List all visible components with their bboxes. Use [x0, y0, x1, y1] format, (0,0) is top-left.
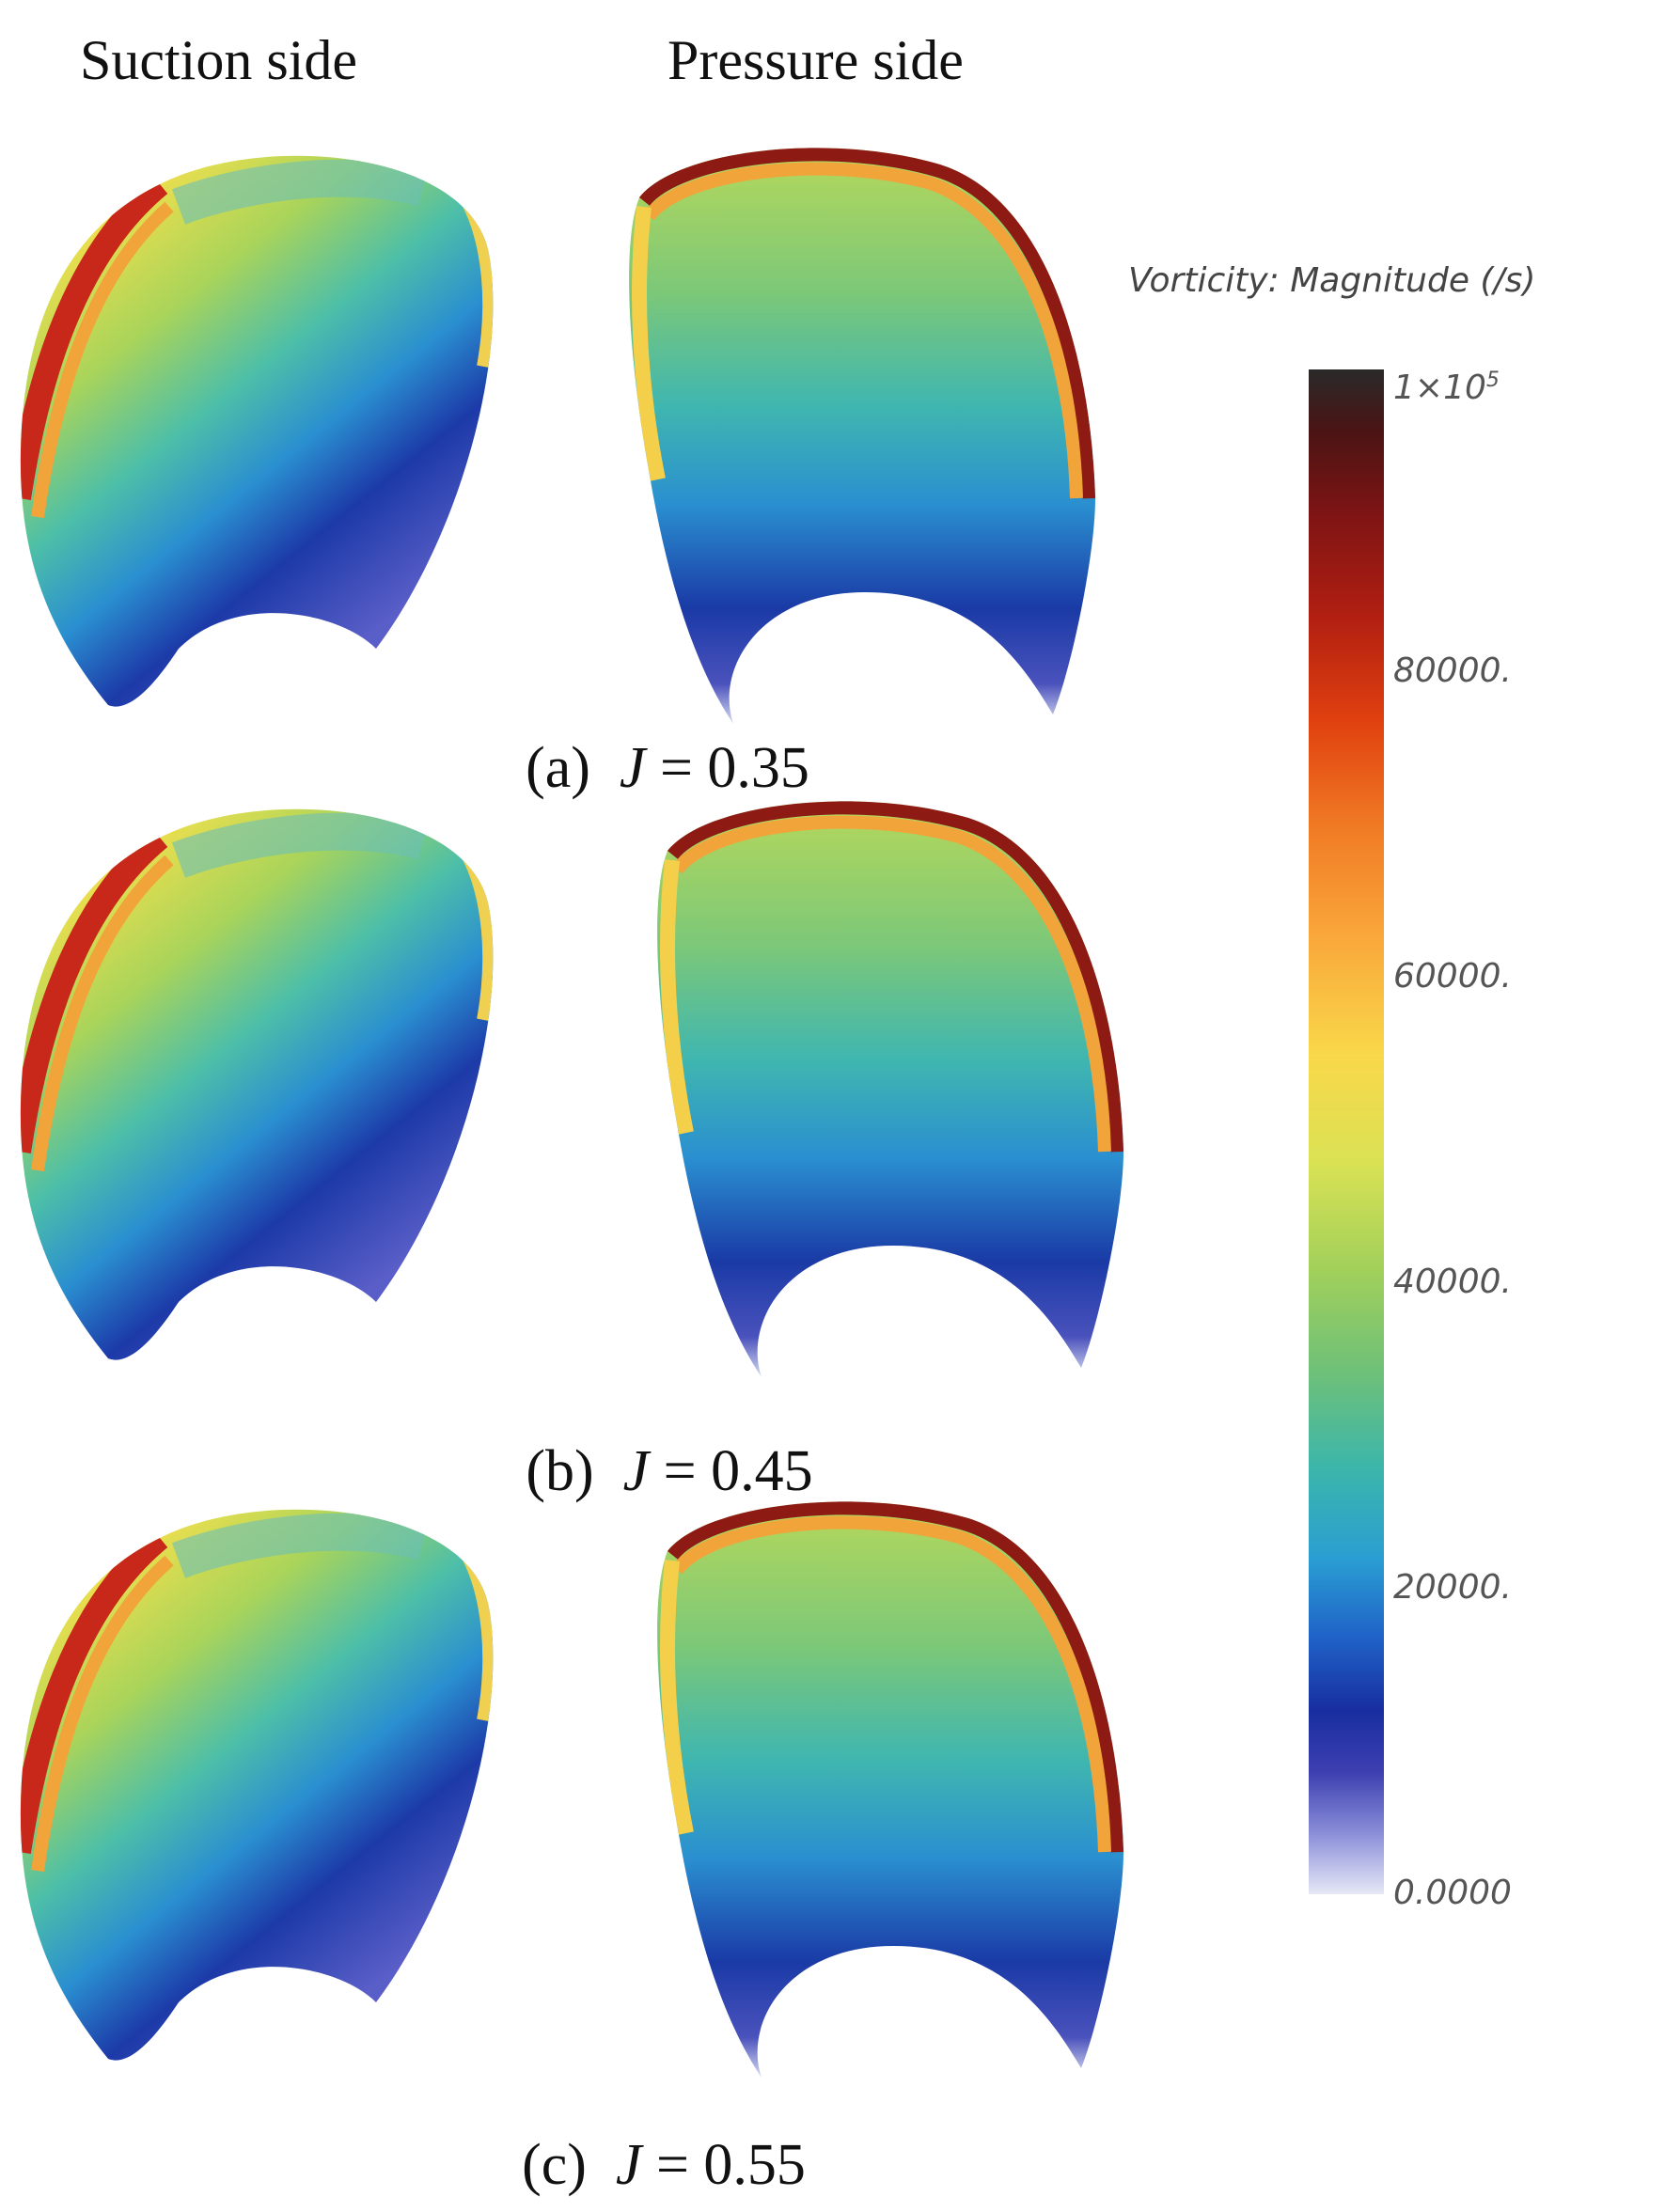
- caption-c-prefix: (c): [522, 2133, 587, 2197]
- blade-pressure-b: [657, 801, 1124, 1377]
- blade-suction-c: [20, 1509, 494, 2061]
- panel-a-suction: [19, 141, 508, 714]
- panel-b-pressure: [649, 794, 1138, 1377]
- panel-b-suction: [19, 794, 508, 1377]
- colorbar-tick-20000: 20000.: [1393, 1568, 1512, 1607]
- colorbar-tick-80000: 80000.: [1393, 651, 1512, 690]
- blade-suction-a: [20, 155, 494, 707]
- caption-c: (c) J = 0.55: [53, 2132, 1275, 2199]
- blade-pressure-c: [657, 1501, 1124, 2078]
- colorbar-tick-max-exp: 5: [1485, 369, 1500, 392]
- col-header-pressure: Pressure side: [668, 29, 964, 91]
- colorbar-tick-max: 1×105: [1393, 369, 1500, 407]
- caption-c-jvar: J: [615, 2133, 642, 2197]
- panel-c-suction: [19, 1495, 508, 2078]
- caption-c-value: = 0.55: [641, 2133, 806, 2197]
- blade-suction-b: [20, 808, 494, 1360]
- caption-b-prefix: (b): [526, 1439, 594, 1503]
- col-header-suction: Suction side: [80, 29, 357, 91]
- caption-b-jvar: J: [622, 1439, 650, 1503]
- colorbar-tick-0: 0.0000: [1393, 1874, 1512, 1912]
- caption-a: (a) J = 0.35: [56, 735, 1279, 802]
- blade-pressure-a: [629, 148, 1096, 725]
- caption-b-value: = 0.45: [649, 1439, 813, 1503]
- caption-a-jvar: J: [619, 736, 646, 800]
- panel-a-pressure: [620, 141, 1109, 725]
- colorbar-tick-40000: 40000.: [1393, 1263, 1512, 1301]
- colorbar-title: Vorticity: Magnitude (/s): [1128, 261, 1536, 300]
- colorbar-tick-60000: 60000.: [1393, 957, 1512, 996]
- caption-a-prefix: (a): [526, 736, 590, 800]
- caption-b: (b) J = 0.45: [58, 1438, 1280, 1505]
- panel-c-pressure: [649, 1495, 1138, 2078]
- caption-a-value: = 0.35: [645, 736, 809, 800]
- colorbar-tick-max-base: 1×10: [1393, 369, 1486, 407]
- colorbar: [1309, 369, 1384, 1894]
